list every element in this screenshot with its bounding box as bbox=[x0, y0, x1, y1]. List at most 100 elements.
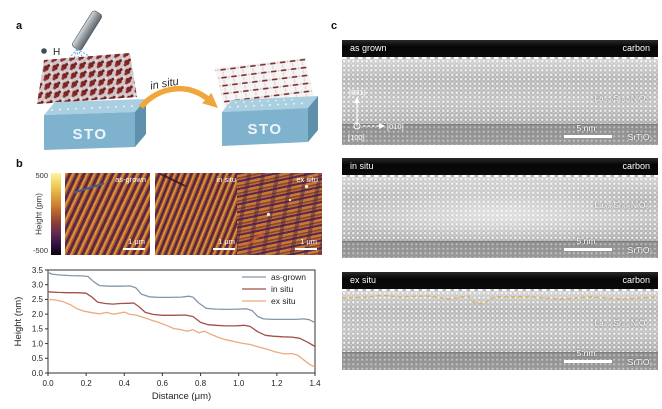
plot-frame bbox=[47, 269, 316, 374]
carbon-capping-layer bbox=[342, 158, 658, 175]
interface-dashed-line bbox=[342, 57, 658, 59]
substrate-region bbox=[342, 352, 658, 370]
scalebar bbox=[295, 248, 317, 250]
colorbar-max-value: 500 bbox=[35, 171, 48, 180]
scalebar-label: 5 nm bbox=[576, 236, 596, 246]
substrate-label: SrTiO₃ bbox=[627, 245, 653, 255]
axis-100-label: [100] bbox=[348, 133, 365, 142]
carbon-capping-layer bbox=[342, 40, 658, 57]
film-lattice-region bbox=[342, 59, 658, 125]
x-tick-label: 0.8 bbox=[195, 379, 207, 388]
substrate-right-label: STO bbox=[247, 121, 282, 138]
height-colorbar bbox=[51, 173, 61, 255]
legend-label-as-grown: as-grown bbox=[271, 272, 306, 282]
substrate-label: SrTiO₃ bbox=[627, 132, 653, 142]
hydrogen-label: H bbox=[53, 47, 60, 58]
tem-condition-label: ex situ bbox=[350, 275, 377, 285]
series-line-ex-situ bbox=[47, 298, 316, 368]
legend-label-ex-situ: ex situ bbox=[271, 296, 296, 306]
substrate-region bbox=[342, 124, 658, 145]
y-axis-title: Height (nm) bbox=[13, 297, 24, 347]
degraded-surface-line bbox=[342, 294, 658, 305]
y-tick-label: 0.0 bbox=[32, 369, 44, 378]
tem-image-as-grown: as grown carbon La₀.₈Sr₀.₂NiO₃ [001] [01… bbox=[342, 40, 658, 145]
film-lattice-region bbox=[342, 177, 658, 242]
y-tick-label: 2.5 bbox=[32, 295, 44, 304]
carbon-label: carbon bbox=[622, 161, 650, 171]
x-axis-title: Distance (μm) bbox=[152, 391, 211, 402]
x-tick-label: 0.6 bbox=[157, 379, 169, 388]
scalebar-label: 5 nm bbox=[576, 123, 596, 133]
afm-image-label: ex situ bbox=[296, 175, 318, 184]
y-tick-label: 0.5 bbox=[32, 354, 44, 363]
interface-dashed-line bbox=[342, 289, 658, 291]
scalebar bbox=[213, 248, 235, 250]
schematic-panel: H bbox=[37, 10, 318, 150]
substrate-region bbox=[342, 241, 658, 258]
y-tick-label: 3.0 bbox=[32, 281, 44, 290]
crystal-axes-indicator: [001] [010] [100] bbox=[348, 88, 404, 142]
series-line-in-situ bbox=[47, 291, 316, 348]
y-tick-label: 3.5 bbox=[32, 266, 44, 275]
colorbar-min-value: -500 bbox=[32, 246, 48, 255]
carbon-label: carbon bbox=[622, 275, 650, 285]
x-tick-label: 0.4 bbox=[119, 379, 131, 388]
tem-image-in-situ: in situ carbon La₀.₈Sr₀.₂NiO₃ 5 nm SrTiO… bbox=[342, 158, 658, 258]
legend-label-in-situ: in situ bbox=[271, 284, 293, 294]
panel-c-label: c bbox=[331, 20, 338, 32]
scalebar-label: 1 μm bbox=[218, 237, 235, 246]
surface-particle bbox=[289, 199, 291, 201]
scalebar bbox=[564, 360, 612, 363]
tem-condition-label: in situ bbox=[350, 161, 374, 171]
afm-image-as-grown: as-grown 1 μm bbox=[65, 173, 150, 255]
x-tick-label: 1.2 bbox=[271, 379, 283, 388]
x-tick-label: 0.2 bbox=[81, 379, 93, 388]
substrate-left-box: STO bbox=[44, 99, 146, 150]
arrow-label: in situ bbox=[149, 76, 179, 93]
film-lattice-region bbox=[342, 291, 658, 353]
afm-image-label: as-grown bbox=[115, 175, 146, 184]
crystal-pristine bbox=[37, 53, 137, 104]
hydrogen-atom-icon bbox=[41, 48, 47, 54]
axis-010-label: [010] bbox=[387, 122, 404, 131]
substrate-left-label: STO bbox=[72, 126, 107, 143]
panel-b-label: b bbox=[16, 158, 23, 170]
tem-image-ex-situ: ex situ carbon La₀.₈Sr₀.₂NiO₃ 5 nm SrTiO… bbox=[342, 272, 658, 370]
interface-dashed-line bbox=[342, 175, 658, 177]
film-composition-label: La₀.₈Sr₀.₂NiO₃ bbox=[594, 318, 649, 328]
y-tick-label: 1.0 bbox=[32, 339, 44, 348]
tem-condition-label: as grown bbox=[350, 43, 387, 53]
surface-particle bbox=[267, 213, 270, 216]
scratch-marker bbox=[160, 173, 186, 187]
profile-line-marker bbox=[73, 182, 105, 194]
scalebar-label: 1 μm bbox=[128, 237, 145, 246]
film-composition-label: La₀.₈Sr₀.₂NiO₃ bbox=[594, 93, 649, 103]
scalebar bbox=[564, 248, 612, 251]
film-composition-label: La₀.₈Sr₀.₂NiO₃ bbox=[594, 200, 649, 210]
surface-particle bbox=[305, 185, 308, 188]
substrate-surface-atoms bbox=[51, 105, 133, 111]
hydrogen-doser-icon bbox=[72, 10, 102, 51]
y-tick-label: 2.0 bbox=[32, 310, 44, 319]
scalebar bbox=[123, 248, 145, 250]
afm-image-label: in situ bbox=[216, 175, 236, 184]
carbon-label: carbon bbox=[622, 43, 650, 53]
series-line-as-grown bbox=[47, 271, 316, 324]
colorbar-axis-label: Height (pm) bbox=[34, 193, 44, 235]
afm-image-ex-situ: ex situ 1 μm bbox=[237, 173, 322, 255]
y-tick-label: 1.5 bbox=[32, 325, 44, 334]
x-tick-label: 0.0 bbox=[42, 379, 54, 388]
profile-line-marker bbox=[245, 231, 265, 246]
afm-image-in-situ: in situ 1 μm bbox=[155, 173, 240, 255]
substrate-right-box: STO bbox=[222, 96, 318, 146]
substrate-surface-atoms bbox=[229, 98, 303, 108]
scalebar-label: 5 nm bbox=[576, 348, 596, 358]
height-profile-chart: 0.0 0.2 0.4 0.6 0.8 1.0 1.2 1.4 0.0 0.5 1.0 1.5 2.0 2… bbox=[13, 266, 321, 402]
x-tick-label: 1.4 bbox=[309, 379, 321, 388]
carbon-capping-layer bbox=[342, 272, 658, 289]
transformation-arrow bbox=[138, 86, 218, 109]
axis-001-label: [001] bbox=[349, 88, 366, 97]
substrate-label: SrTiO₃ bbox=[627, 357, 653, 367]
scalebar-label: 1 μm bbox=[300, 237, 317, 246]
